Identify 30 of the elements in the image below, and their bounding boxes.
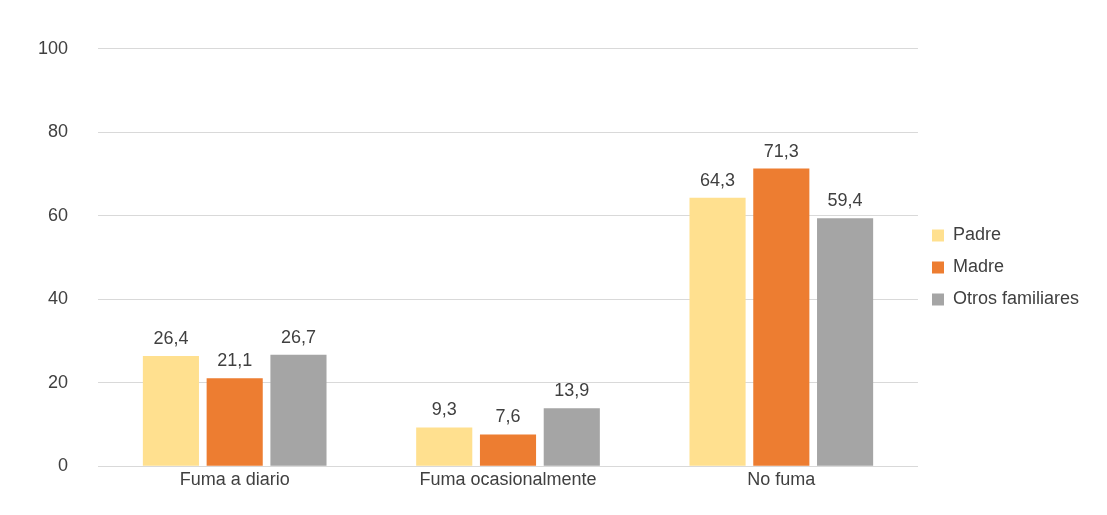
- y-tick-label: 0: [58, 455, 69, 476]
- data-label: 7,6: [495, 406, 521, 427]
- data-label: 26,4: [153, 327, 189, 348]
- data-label: 64,3: [700, 169, 736, 190]
- bar: [416, 427, 473, 466]
- bar: [817, 218, 874, 466]
- legend-label: Madre: [952, 256, 1004, 277]
- data-label: 9,3: [431, 399, 457, 420]
- legend-label: Padre: [952, 224, 1002, 245]
- y-tick-label: 80: [48, 121, 69, 142]
- bar: [142, 356, 199, 466]
- bar: [206, 378, 263, 466]
- bar: [753, 168, 810, 466]
- y-tick-label: 40: [48, 288, 69, 309]
- bar: [689, 197, 746, 466]
- x-tick-label: No fuma: [747, 468, 817, 489]
- y-tick-label: 100: [37, 37, 69, 58]
- data-label: 59,4: [827, 190, 863, 211]
- data-label: 13,9: [554, 380, 590, 401]
- bar: [270, 354, 327, 466]
- legend-label: Otros familiares: [952, 288, 1079, 309]
- data-label: 26,7: [280, 326, 316, 347]
- bar: [543, 408, 600, 466]
- y-tick-label: 20: [48, 371, 69, 392]
- data-label: 21,1: [217, 350, 253, 371]
- x-tick-label: Fuma a diario: [179, 468, 290, 489]
- bar: [479, 434, 537, 466]
- x-tick-label: Fuma ocasionalmente: [419, 468, 597, 489]
- data-label: 71,3: [763, 140, 799, 161]
- y-tick-label: 60: [48, 204, 69, 225]
